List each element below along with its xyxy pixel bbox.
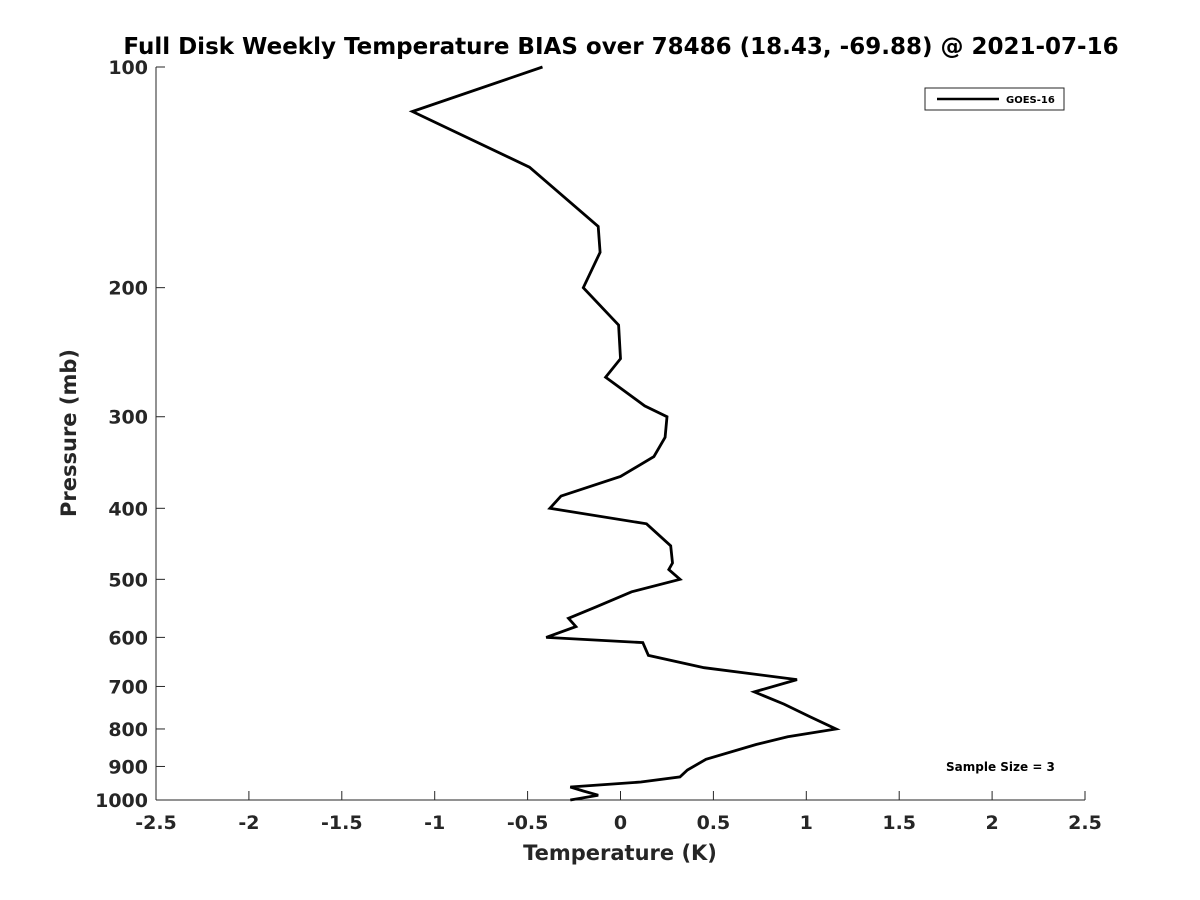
x-tick-label: -1: [424, 812, 445, 834]
series-layer: [408, 65, 841, 802]
x-tick-label: 0: [614, 812, 627, 834]
chart-title: Full Disk Weekly Temperature BIAS over 7…: [123, 34, 1118, 60]
axes: -2.5 -2 -1.5 -1 -0.5 0 0.5 1 1.5 2 2.5 100 200 300 40…: [95, 57, 1102, 834]
y-tick-label: 600: [108, 627, 148, 649]
y-ticks: 100 200 300 400 500 600 700 800 900 1000: [95, 57, 165, 812]
y-tick-label: 700: [108, 676, 148, 698]
legend-label-goes-16: GOES-16: [1006, 95, 1055, 106]
x-tick-label: -2: [238, 812, 259, 834]
plot-frame: [156, 67, 1085, 800]
y-tick-label: 1000: [95, 790, 148, 812]
x-tick-label: -0.5: [507, 812, 549, 834]
x-tick-label: 0.5: [697, 812, 731, 834]
series-line-goes-16: [408, 65, 841, 802]
y-tick-label: 200: [108, 278, 148, 300]
y-tick-label: 100: [108, 57, 148, 79]
x-tick-label: -1.5: [321, 812, 363, 834]
legend: GOES-16: [924, 87, 1065, 111]
y-tick-label: 300: [108, 407, 148, 429]
x-tick-label: -2.5: [135, 812, 177, 834]
y-tick-label: 800: [108, 719, 148, 741]
x-tick-label: 2: [985, 812, 998, 834]
x-tick-label: 1.5: [882, 812, 916, 834]
y-tick-label: 900: [108, 756, 148, 778]
x-axis-title: Temperature (K): [523, 841, 717, 865]
x-tick-label: 1: [800, 812, 813, 834]
sample-size-annotation: Sample Size = 3: [946, 760, 1055, 774]
y-tick-label: 400: [108, 498, 148, 520]
x-ticks: -2.5 -2 -1.5 -1 -0.5 0 0.5 1 1.5 2 2.5: [135, 791, 1102, 834]
y-axis-title: Pressure (mb): [57, 349, 81, 517]
y-tick-label: 500: [108, 569, 148, 591]
x-tick-label: 2.5: [1068, 812, 1102, 834]
